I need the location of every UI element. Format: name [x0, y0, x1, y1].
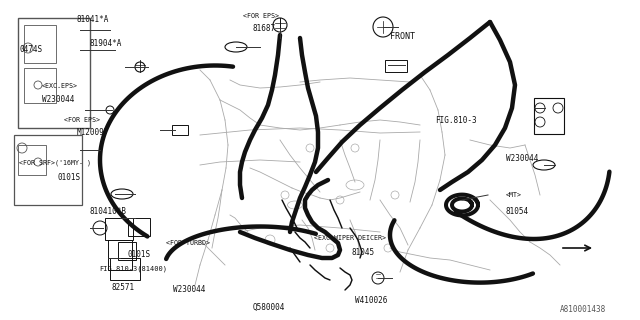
Text: 0474S: 0474S	[19, 45, 42, 54]
Text: M120097: M120097	[77, 128, 109, 137]
Text: Q580004: Q580004	[253, 303, 285, 312]
Text: W230044: W230044	[173, 285, 205, 294]
Text: <MT>: <MT>	[506, 192, 522, 198]
Text: 810410*B: 810410*B	[90, 207, 127, 216]
Text: A810001438: A810001438	[560, 306, 606, 315]
Text: 81045: 81045	[352, 248, 375, 257]
Text: <EXC.EPS>: <EXC.EPS>	[42, 84, 77, 89]
Text: 82571: 82571	[112, 284, 135, 292]
Bar	[14, 135, 82, 205]
Bar	[385, 60, 407, 72]
Bar	[108, 240, 132, 270]
Bar	[105, 218, 133, 240]
Bar	[534, 98, 564, 134]
Text: 81904*A: 81904*A	[90, 39, 122, 48]
Text: 0101S: 0101S	[58, 173, 81, 182]
Text: <FOR TURBD>: <FOR TURBD>	[166, 240, 211, 246]
Text: FIG.810-3: FIG.810-3	[435, 116, 477, 124]
Bar	[24, 68, 56, 103]
Bar	[18, 145, 46, 175]
Text: FIG.810-3(81400): FIG.810-3(81400)	[99, 266, 167, 272]
Text: <FOR EPS>: <FOR EPS>	[64, 117, 100, 123]
Bar	[118, 242, 136, 260]
Bar	[128, 218, 150, 236]
Text: <FOR SRF>('16MY- ): <FOR SRF>('16MY- )	[19, 160, 92, 166]
Text: W410026: W410026	[355, 296, 388, 305]
Text: 81687: 81687	[253, 24, 276, 33]
Text: FRONT: FRONT	[390, 32, 415, 41]
Text: 81041*A: 81041*A	[77, 15, 109, 24]
Bar	[110, 258, 140, 280]
Text: <EXC.WIPER DEICER>: <EXC.WIPER DEICER>	[314, 236, 385, 241]
Bar	[18, 18, 90, 128]
Text: 0101S: 0101S	[128, 250, 151, 259]
Text: <FOR EPS>: <FOR EPS>	[243, 13, 279, 19]
Text: W230044: W230044	[42, 95, 74, 104]
Text: 81054: 81054	[506, 207, 529, 216]
Bar	[24, 25, 56, 63]
Text: W230044: W230044	[506, 154, 538, 163]
